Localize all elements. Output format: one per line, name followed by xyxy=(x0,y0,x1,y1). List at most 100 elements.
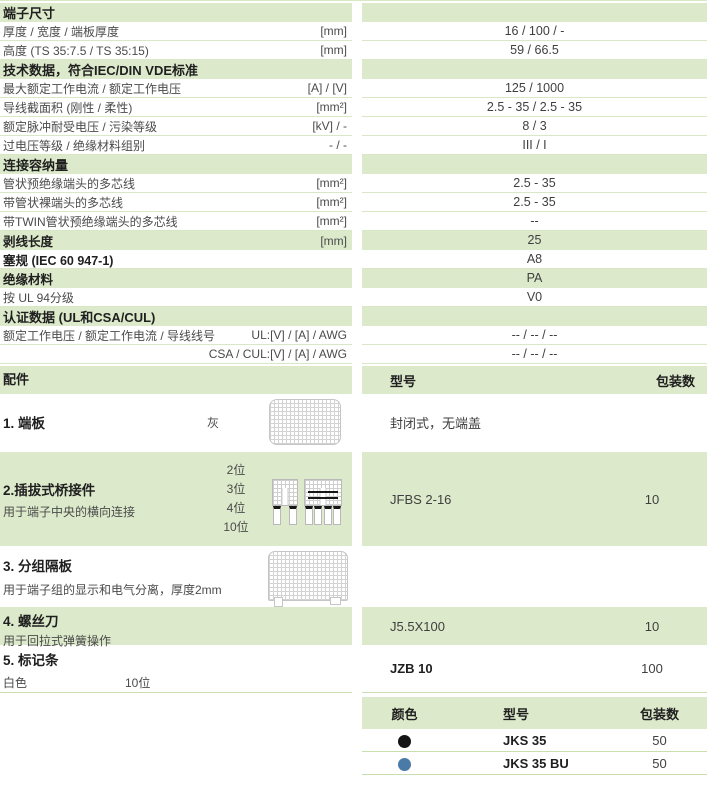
spec-unit: - / - xyxy=(329,138,347,152)
column-gap xyxy=(352,79,362,98)
accessory-item-bridge: 2.插拔式桥接件 用于端子中央的横向连接 2位 3位 4位 10位 xyxy=(0,452,707,546)
column-gap xyxy=(352,250,362,269)
spec-label: 管状预绝缘端头的多芯线 xyxy=(3,176,136,191)
accessory-qty: 100 xyxy=(641,661,663,676)
spec-row: 带管状裸端头的多芯线 [mm²] 2.5 - 35 xyxy=(0,193,707,212)
accessories-header-row: 配件 型号 包装数 xyxy=(0,366,707,394)
spec-section-header-row: 连接容纳量 xyxy=(0,155,707,174)
accessory-description: 用于回拉式弹簧操作 xyxy=(3,634,112,648)
spec-row: 额定工作电压 / 额定工作电流 / 导线线号 UL:[V] / [A] / AW… xyxy=(0,326,707,345)
accessory-variant: 白色 xyxy=(3,676,28,690)
spec-row: 按 UL 94分级 V0 xyxy=(0,288,707,307)
column-gap xyxy=(352,231,362,250)
spec-label: 塞规 (IEC 60 947-1) xyxy=(3,253,114,268)
bridge-2pole-image xyxy=(272,479,298,525)
spec-unit: CSA / CUL:[V] / [A] / AWG xyxy=(208,347,347,361)
accessories-title: 配件 xyxy=(0,366,352,394)
spec-row: 最大额定工作电流 / 额定工作电压 [A] / [V] 125 / 1000 xyxy=(0,79,707,98)
accessory-qty: 10 xyxy=(644,618,660,634)
accessory-item-marking-strip: 5. 标记条 白色 10位 JZB 10 100 xyxy=(0,645,707,693)
spec-value: -- / -- / -- xyxy=(362,326,707,345)
spec-label: 绝缘材料 xyxy=(3,273,54,287)
accessory-model: JZB 10 xyxy=(390,661,433,676)
spec-value: V0 xyxy=(362,288,707,307)
column-gap xyxy=(352,345,362,364)
spec-row: 额定脉冲耐受电压 / 污染等级 [kV] / - 8 / 3 xyxy=(0,117,707,136)
spec-unit: [A] / [V] xyxy=(307,81,347,95)
spec-row: 厚度 / 宽度 / 端板厚度 [mm] 16 / 100 / - xyxy=(0,22,707,41)
spec-unit: [mm] xyxy=(320,233,347,248)
model-column-header: 型号 xyxy=(503,706,530,722)
spec-label: 厚度 / 宽度 / 端板厚度 xyxy=(3,24,120,39)
spec-unit: UL:[V] / [A] / AWG xyxy=(251,328,347,342)
spec-value: -- / -- / -- xyxy=(362,345,707,364)
spec-value: III / I xyxy=(362,136,707,155)
spec-label: 最大额定工作电流 / 额定工作电压 xyxy=(3,81,182,96)
spec-table: 端子尺寸 厚度 / 宽度 / 端板厚度 [mm] 16 / 100 / - 高度… xyxy=(0,3,707,364)
spec-value: 125 / 1000 xyxy=(362,79,707,98)
spec-row: 高度 (TS 35:7.5 / TS 35:15) [mm] 59 / 66.5 xyxy=(0,41,707,60)
spec-value: 2.5 - 35 / 2.5 - 35 xyxy=(362,98,707,117)
spec-value: 16 / 100 / - xyxy=(362,22,707,41)
accessory-qty: 10 xyxy=(644,491,660,507)
spec-value: -- xyxy=(362,212,707,231)
spec-section-title: 端子尺寸 xyxy=(0,3,352,22)
spec-section-value-band xyxy=(362,155,707,174)
spec-section-header-row: 认证数据 (UL和CSA/CUL) xyxy=(0,307,707,326)
color-table-row: JKS 35 50 xyxy=(362,729,707,752)
column-gap xyxy=(352,326,362,345)
spec-row: 塞规 (IEC 60 947-1) A8 xyxy=(0,250,707,269)
accessory-model: J5.5X100 xyxy=(390,618,445,634)
qty-cell: 50 xyxy=(652,755,667,771)
spec-section-title: 技术数据，符合IEC/DIN VDE标准 xyxy=(0,60,352,79)
partition-image xyxy=(268,551,348,607)
accessory-description: 用于端子中央的横向连接 xyxy=(3,504,136,519)
spec-value: 59 / 66.5 xyxy=(362,41,707,60)
spec-section-value-band xyxy=(362,3,707,22)
black-color-dot xyxy=(398,734,411,748)
accessory-variant: 灰 xyxy=(207,415,220,430)
bridge-option: 10位 xyxy=(223,520,249,534)
spec-value: 8 / 3 xyxy=(362,117,707,136)
accessory-item-partition: 3. 分组隔板 用于端子组的显示和电气分离，厚度2mm xyxy=(0,546,707,607)
accessory-title: 2.插拔式桥接件 xyxy=(3,482,96,498)
spec-unit: [mm²] xyxy=(316,100,347,114)
spec-row: 绝缘材料 PA xyxy=(0,269,707,288)
spec-section-title: 连接容纳量 xyxy=(0,155,352,174)
spec-section-title: 认证数据 (UL和CSA/CUL) xyxy=(0,307,352,326)
accessory-title: 1. 端板 xyxy=(3,416,46,431)
column-gap xyxy=(352,452,362,546)
column-gap xyxy=(352,193,362,212)
spec-row: 带TWIN管状预绝缘端头的多芯线 [mm²] -- xyxy=(0,212,707,231)
accessory-model: 封闭式，无端盖 xyxy=(390,415,482,431)
spec-value: PA xyxy=(362,269,707,288)
spec-label: 额定工作电压 / 额定工作电流 / 导线线号 xyxy=(3,328,216,343)
spec-row: 过电压等级 / 绝缘材料组别 - / - III / I xyxy=(0,136,707,155)
spec-value: 2.5 - 35 xyxy=(362,193,707,212)
spec-unit: [mm²] xyxy=(316,195,347,209)
spec-section-header-row: 端子尺寸 xyxy=(0,3,707,22)
column-gap xyxy=(352,155,362,174)
color-table-row: JKS 35 BU 50 xyxy=(362,752,707,775)
accessory-title: 3. 分组隔板 xyxy=(3,559,73,574)
column-gap xyxy=(352,136,362,155)
accessory-title: 5. 标记条 xyxy=(3,653,59,668)
column-gap xyxy=(352,269,362,288)
accessory-model: JFBS 2-16 xyxy=(390,491,452,507)
spec-unit: [mm²] xyxy=(316,176,347,190)
spec-label: 带TWIN管状预绝缘端头的多芯线 xyxy=(3,214,178,229)
accessory-item-screwdriver: 4. 螺丝刀 用于回拉式弹簧操作 J5.5X100 10 xyxy=(0,607,707,648)
column-gap xyxy=(352,697,362,775)
bridge-pole-options: 2位 3位 4位 10位 xyxy=(200,461,272,537)
bridge-option: 3位 xyxy=(226,482,246,496)
bridge-option: 4位 xyxy=(226,501,246,515)
spec-value: 2.5 - 35 xyxy=(362,174,707,193)
spec-unit: [mm] xyxy=(320,24,347,38)
color-model-table: 颜色 型号 包装数 JKS 35 50 JKS 35 BU 50 xyxy=(0,697,707,775)
spec-value: 25 xyxy=(362,231,707,250)
accessory-description: 用于端子组的显示和电气分离，厚度2mm xyxy=(3,583,222,597)
color-column-header: 颜色 xyxy=(391,706,418,722)
color-table-header: 颜色 型号 包装数 xyxy=(362,697,707,729)
spec-section-value-band xyxy=(362,60,707,79)
